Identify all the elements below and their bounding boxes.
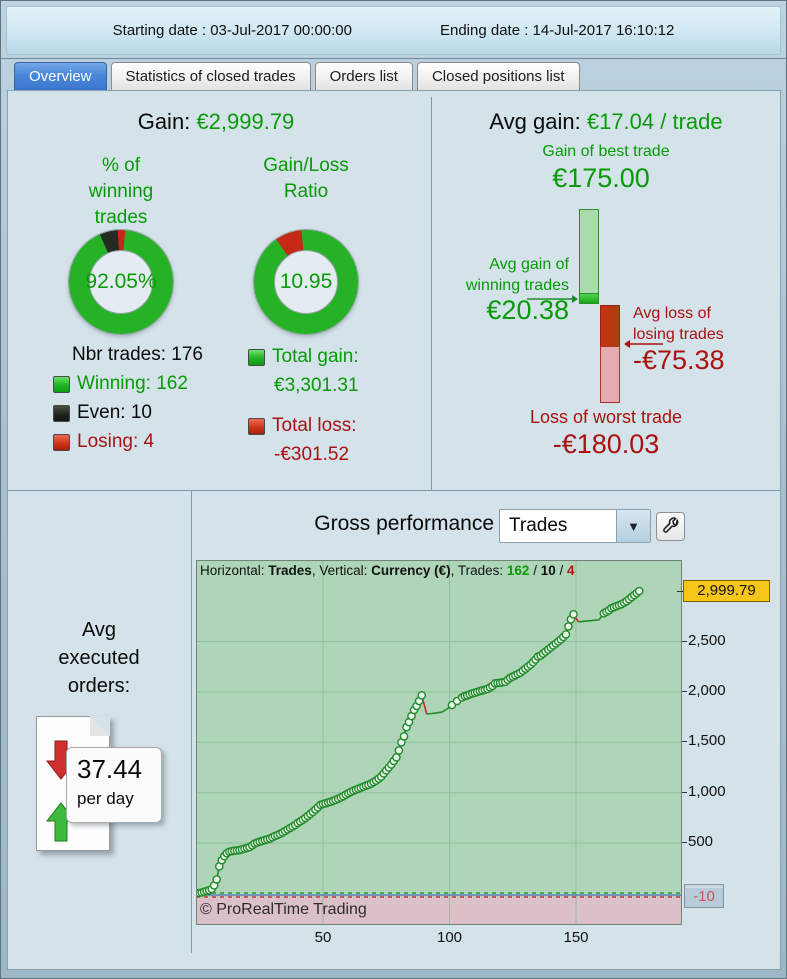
performance-mode-select[interactable]: Trades ▼	[499, 509, 651, 543]
date-range-bar: Starting date : 03-Jul-2017 00:00:00 End…	[6, 6, 781, 55]
header-divider	[1, 58, 786, 59]
avg-gain-section: Avg gain: €17.04 / trade Gain of best tr…	[431, 91, 781, 490]
pct-winning-heading: % of winning trades	[88, 155, 154, 228]
avg-gain-value: €17.04 / trade	[586, 109, 723, 134]
avg-orders-section: Avg executed orders: 37.44 per day	[8, 490, 191, 953]
y-tick-label: 2,000	[682, 681, 726, 699]
chart-header-part: 162	[506, 563, 530, 578]
worst-trade-label: Loss of worst trade	[529, 407, 683, 427]
chevron-down-icon[interactable]: ▼	[616, 510, 650, 542]
gain-stats-section: Gain: €2,999.79 % of winning trades Gain…	[8, 91, 431, 490]
avg-loss-label: Avg loss of losing trades	[633, 305, 724, 343]
total-gain-row: Total gain:	[248, 346, 359, 368]
avg-gain-label: Avg gain:	[489, 109, 581, 134]
total-gain-value: €3,301.31	[274, 375, 359, 396]
best-trade-bar	[579, 209, 599, 293]
avg-win-bar	[579, 293, 599, 304]
gain-label: Gain:	[137, 109, 191, 134]
y-tick-label: 1,000	[682, 782, 726, 800]
avg-loss-value: -€75.38	[633, 345, 725, 375]
ending-date: Ending date : 14-Jul-2017 16:10:12	[439, 22, 675, 39]
gain-loss-ratio-donut-chart: 10.95	[254, 230, 358, 334]
chart-header-part: /	[555, 563, 567, 578]
gain-loss-ratio-value: 10.95	[279, 270, 333, 293]
chart-header-part: , Vertical:	[311, 563, 372, 578]
x-tick-label: 100	[436, 929, 463, 946]
overview-panel: Gain: €2,999.79 % of winning trades Gain…	[7, 90, 781, 970]
orders-rate-card: 37.44 per day	[66, 747, 162, 823]
tab-orders-list[interactable]: Orders list	[314, 62, 413, 90]
tab-strip: Overview Statistics of closed trades Ord…	[14, 62, 580, 90]
orders-rate-unit: per day	[77, 789, 134, 808]
avg-win-arrow-icon	[527, 295, 578, 303]
even-row: Even: 10	[53, 402, 152, 424]
gain-loss-ratio-heading: Gain/Loss Ratio	[263, 155, 349, 202]
avg-gain-title: Avg gain: €17.04 / trade	[431, 109, 781, 135]
top-section-divider	[431, 97, 432, 490]
x-tick-label: 150	[563, 929, 589, 946]
winning-swatch-icon	[53, 375, 70, 393]
total-loss-row: Total loss:	[248, 415, 356, 437]
nbr-trades-row: Nbr trades: 176	[72, 344, 203, 365]
winning-row: Winning: 162	[53, 373, 188, 395]
worst-trade-bar	[600, 346, 620, 403]
even-swatch-icon	[53, 404, 70, 422]
avg-win-value: €20.38	[486, 295, 569, 325]
worst-trade-value: -€180.03	[552, 429, 660, 459]
y-tick-label: 1,500	[682, 732, 726, 750]
chart-header: Horizontal: Trades, Vertical: Currency (…	[200, 563, 575, 578]
last-value-badge: 2,999.79	[677, 580, 770, 603]
chart-y-axis: 500 1,000 1,500 2,000 2,500 2,999.79 -10	[677, 560, 782, 925]
best-trade-value: €175.00	[552, 163, 650, 193]
avg-win-label: Avg gain of winning trades	[465, 256, 569, 294]
winning-trades-donut-chart: 92.05%	[69, 230, 173, 334]
chart-header-part: Trades	[268, 563, 312, 578]
bottom-section-divider	[191, 490, 192, 953]
y-tick-label: 2,500	[682, 631, 726, 649]
chart-header-part: Currency (€)	[371, 563, 451, 578]
total-loss-value: -€301.52	[274, 444, 350, 465]
section-divider	[8, 490, 780, 491]
wrench-icon	[662, 516, 678, 533]
orders-rate-value: 37.44	[77, 754, 143, 784]
chart-x-axis: 50 100 150	[196, 929, 682, 949]
tab-statistics-of-closed-trades[interactable]: Statistics of closed trades	[110, 62, 311, 90]
total-gain-swatch-icon	[248, 348, 265, 366]
zero-level-badge: -10	[684, 884, 724, 908]
avg-orders-heading: Avg executed orders:	[58, 619, 140, 697]
tab-closed-positions-list[interactable]: Closed positions list	[416, 62, 580, 90]
performance-chart	[194, 560, 682, 925]
chart-header-part: Horizontal:	[200, 563, 269, 578]
starting-date: Starting date : 03-Jul-2017 00:00:00	[112, 22, 352, 39]
performance-mode-value: Trades	[509, 515, 568, 536]
performance-title: Gross performance	[314, 512, 494, 535]
chart-header-part: 4	[567, 563, 575, 578]
total-loss-swatch-icon	[248, 417, 265, 435]
avg-loss-bar	[600, 305, 620, 346]
chart-header-part: /	[529, 563, 541, 578]
winning-pct-value: 92.05%	[85, 270, 157, 293]
performance-chart-area: Horizontal: Trades, Vertical: Currency (…	[194, 560, 682, 925]
y-tick-label: 500	[681, 833, 714, 851]
losing-row: Losing: 4	[53, 431, 154, 453]
avg-loss-arrow-icon	[624, 340, 663, 348]
losing-swatch-icon	[53, 433, 70, 451]
gain-value: €2,999.79	[196, 109, 295, 134]
best-trade-label: Gain of best trade	[542, 143, 670, 160]
gain-title: Gain: €2,999.79	[8, 109, 424, 135]
chart-copyright: © ProRealTime Trading	[200, 901, 367, 918]
x-tick-label: 50	[314, 929, 332, 946]
tab-overview[interactable]: Overview	[14, 62, 107, 90]
chart-header-part: , Trades:	[450, 563, 507, 578]
chart-header-part: 10	[540, 563, 556, 578]
chart-settings-button[interactable]	[656, 512, 685, 541]
